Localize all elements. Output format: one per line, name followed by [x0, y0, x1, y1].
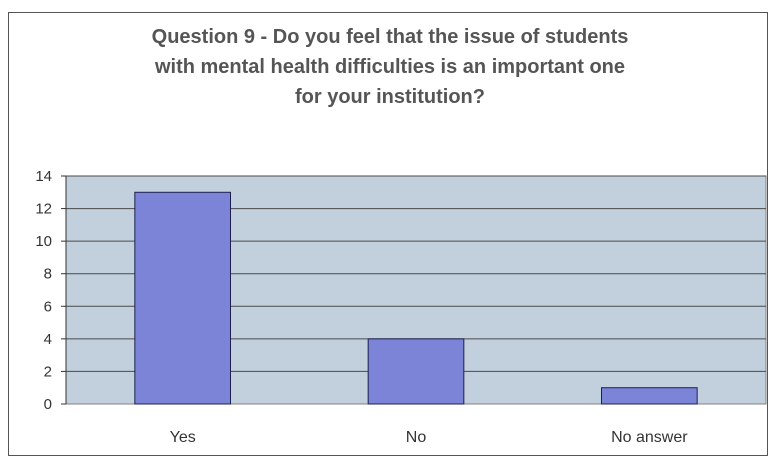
y-tick-label: 0	[44, 396, 52, 413]
y-tick-label: 10	[35, 233, 52, 250]
chart-title-line-1: Question 9 - Do you feel that the issue …	[151, 26, 629, 48]
bar-yes	[134, 191, 231, 405]
bar-no	[367, 338, 465, 405]
y-tick-label: 12	[35, 201, 52, 218]
y-tick-label: 4	[44, 331, 52, 348]
chart-title: Question 9 - Do you feel that the issue …	[60, 22, 720, 112]
y-axis-ticks: 0 2 4 6 8 10 12 14	[35, 168, 67, 413]
bar-no-answer	[601, 387, 698, 405]
chart-title-line-2: with mental health difficulties is an im…	[154, 56, 626, 78]
x-axis-labels: Yes No No answer	[170, 429, 689, 446]
y-tick-label: 8	[44, 266, 52, 283]
y-tick-label: 6	[44, 298, 52, 315]
y-tick-label: 14	[35, 168, 52, 185]
x-tick-label: No	[406, 429, 427, 446]
bars	[134, 191, 698, 405]
x-tick-label: Yes	[170, 429, 196, 446]
y-tick-label: 2	[44, 363, 52, 380]
x-tick-label: No answer	[611, 429, 688, 446]
chart-title-line-3: for your institution?	[295, 86, 485, 108]
